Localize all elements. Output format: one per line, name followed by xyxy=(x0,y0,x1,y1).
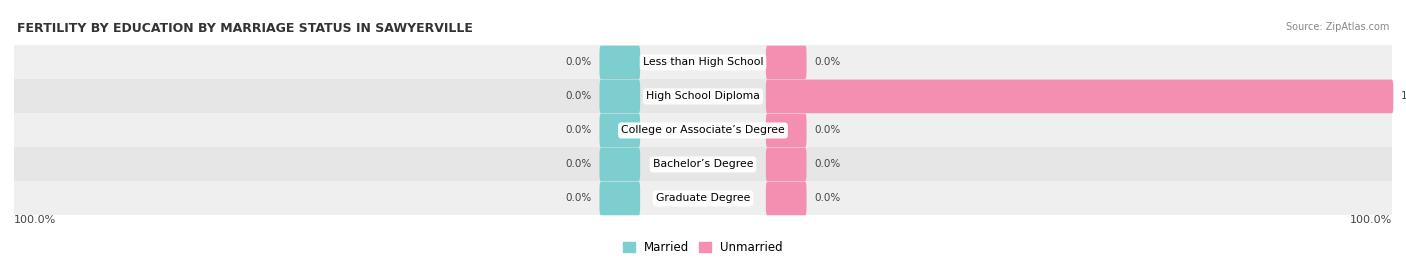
Bar xyxy=(14,79,1392,114)
Text: 0.0%: 0.0% xyxy=(565,91,592,101)
FancyBboxPatch shape xyxy=(599,148,640,181)
Bar xyxy=(14,182,1392,215)
FancyBboxPatch shape xyxy=(766,46,807,79)
Bar xyxy=(14,114,1392,147)
Text: High School Diploma: High School Diploma xyxy=(647,91,759,101)
FancyBboxPatch shape xyxy=(766,114,807,147)
FancyBboxPatch shape xyxy=(766,148,807,181)
Text: 0.0%: 0.0% xyxy=(814,193,841,203)
Text: 0.0%: 0.0% xyxy=(565,160,592,169)
FancyBboxPatch shape xyxy=(599,46,640,79)
FancyBboxPatch shape xyxy=(766,80,1393,113)
FancyBboxPatch shape xyxy=(599,114,640,147)
Text: 0.0%: 0.0% xyxy=(814,125,841,136)
Text: College or Associate’s Degree: College or Associate’s Degree xyxy=(621,125,785,136)
Bar xyxy=(14,45,1392,79)
Text: Graduate Degree: Graduate Degree xyxy=(655,193,751,203)
FancyBboxPatch shape xyxy=(599,182,640,215)
Text: 0.0%: 0.0% xyxy=(565,58,592,68)
Text: FERTILITY BY EDUCATION BY MARRIAGE STATUS IN SAWYERVILLE: FERTILITY BY EDUCATION BY MARRIAGE STATU… xyxy=(17,22,472,34)
Text: 0.0%: 0.0% xyxy=(814,160,841,169)
Text: 0.0%: 0.0% xyxy=(565,193,592,203)
Text: Source: ZipAtlas.com: Source: ZipAtlas.com xyxy=(1285,22,1389,31)
Text: Less than High School: Less than High School xyxy=(643,58,763,68)
Bar xyxy=(14,147,1392,182)
FancyBboxPatch shape xyxy=(766,182,807,215)
Legend: Married, Unmarried: Married, Unmarried xyxy=(623,241,783,254)
Text: 0.0%: 0.0% xyxy=(565,125,592,136)
Text: 100.0%: 100.0% xyxy=(1350,215,1392,225)
Text: 100.0%: 100.0% xyxy=(14,215,56,225)
Text: 100.0%: 100.0% xyxy=(1400,91,1406,101)
FancyBboxPatch shape xyxy=(599,80,640,113)
Text: 0.0%: 0.0% xyxy=(814,58,841,68)
Text: Bachelor’s Degree: Bachelor’s Degree xyxy=(652,160,754,169)
